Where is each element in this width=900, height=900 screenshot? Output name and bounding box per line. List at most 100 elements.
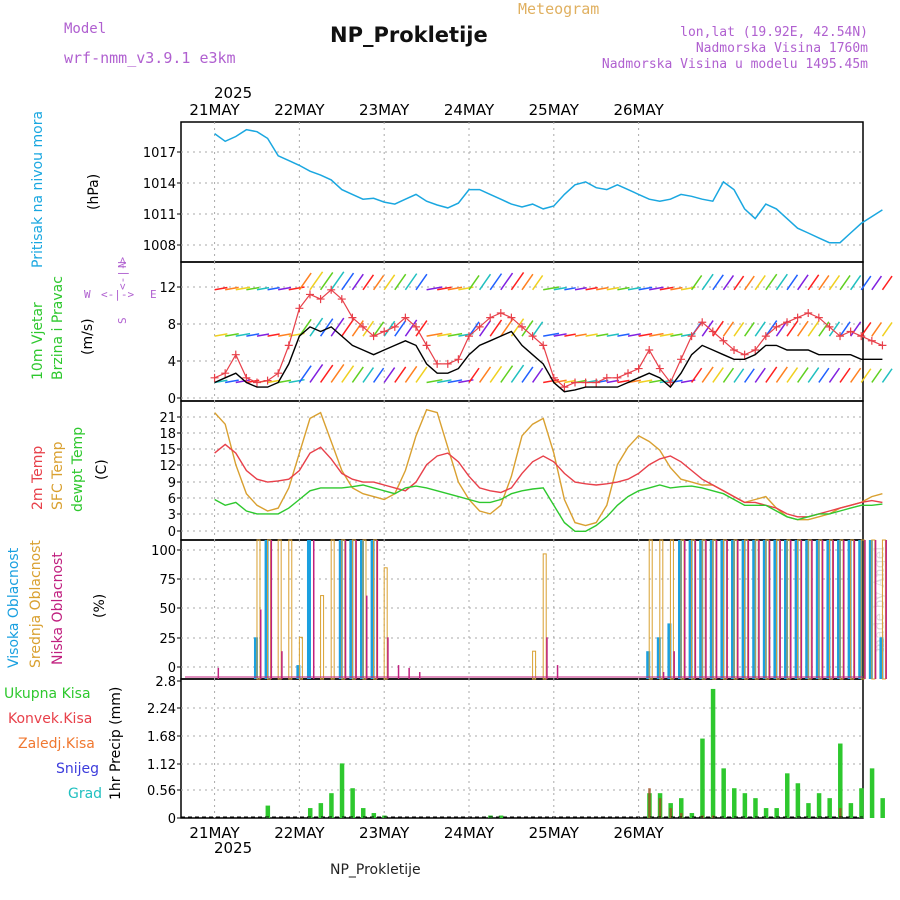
- wind-gust-marker: [464, 332, 473, 341]
- wind-arrow: [722, 275, 735, 291]
- wind-arrow: [701, 366, 714, 383]
- wind-arrow: [627, 286, 641, 291]
- wind-arrow: [807, 367, 820, 383]
- wind-arrow: [860, 275, 872, 291]
- wind-arrow: [278, 379, 292, 384]
- wind-arrow: [404, 273, 418, 291]
- wind-gust-marker: [708, 327, 717, 336]
- compass-w: W: [84, 288, 91, 301]
- day-label-bottom: 21MAY: [189, 824, 240, 842]
- day-label-top: 22MAY: [274, 101, 325, 119]
- wind-arrow: [775, 366, 788, 383]
- wind-arrow: [596, 333, 609, 337]
- precip-total-bar: [318, 803, 324, 818]
- wind-arrow: [468, 275, 480, 291]
- high-cloud-bar: [338, 540, 343, 679]
- high-cloud-bar: [709, 540, 714, 679]
- wind-arrow: [574, 287, 587, 291]
- wind-arrow: [606, 286, 620, 291]
- mid-cloud-bar: [288, 539, 293, 680]
- mid-cloud-bar: [701, 539, 706, 680]
- wind-ytick-label: 12: [159, 281, 176, 296]
- low-cloud-bar: [758, 540, 760, 679]
- wind-gust-marker: [804, 308, 813, 317]
- wind-arrow: [468, 367, 480, 383]
- low-cloud-bar: [747, 540, 750, 679]
- precip-total-bar: [774, 808, 779, 818]
- wind-arrow: [383, 367, 396, 383]
- wind-arrow: [278, 333, 292, 337]
- high-cloud-bar: [773, 540, 778, 679]
- wind-gust-marker: [793, 313, 802, 322]
- wind-gust-marker: [496, 308, 505, 317]
- low-cloud-bar: [694, 540, 697, 679]
- low-cloud-bar: [397, 665, 400, 679]
- precip-total-bar: [880, 798, 885, 818]
- year-label-top: 2025: [214, 84, 253, 102]
- low-cloud-bar: [418, 672, 421, 679]
- wind-gust-marker: [560, 383, 569, 392]
- wind-gust-marker: [475, 322, 484, 331]
- temperature-ytick-label: 0: [168, 525, 176, 540]
- wind-gust-marker: [634, 364, 643, 373]
- high-cloud-bar: [688, 540, 693, 679]
- precip-total-bar: [869, 768, 875, 818]
- precip-total-bar: [859, 788, 864, 818]
- altitude-label: Nadmorska Visina 1760m: [695, 41, 868, 56]
- precip-frame: [180, 678, 864, 819]
- meteogram-label: Meteogram: [518, 0, 600, 18]
- temperature-ytick-label: 3: [168, 508, 176, 523]
- low-cloud-bar: [376, 540, 379, 679]
- wind-gust-marker: [305, 290, 314, 299]
- wind-arrow: [225, 286, 239, 291]
- wind-arrow: [733, 368, 745, 383]
- high-cloud-bar: [349, 540, 354, 679]
- low-cloud-bar: [821, 540, 824, 679]
- wind-arrow: [426, 378, 443, 384]
- wind-arrow: [701, 273, 714, 291]
- wind-arrow: [437, 332, 452, 337]
- wind-arrow: [447, 286, 463, 291]
- wind-arrow: [309, 364, 324, 383]
- high-cloud-bar: [815, 540, 820, 679]
- wind-gust-marker: [698, 318, 707, 327]
- wind-arrow: [437, 379, 452, 384]
- wind-gust-marker: [422, 341, 431, 350]
- model-altitude-label: Nadmorska Visina u modelu 1495.45m: [601, 57, 868, 72]
- mid-cloud-bar: [871, 539, 876, 680]
- wind-arrow: [394, 273, 407, 291]
- high-cloud-bar: [805, 540, 810, 679]
- wind-arrow: [712, 320, 724, 337]
- wind-arrow: [744, 321, 755, 337]
- wind-gust-marker: [401, 313, 410, 322]
- high-cloud-bar: [296, 665, 301, 679]
- wind-arrow: [828, 367, 841, 383]
- wind-arrow: [722, 321, 735, 337]
- wind-arrow: [383, 274, 396, 291]
- wind-arrow: [489, 273, 503, 291]
- mid-cloud-bar: [341, 539, 346, 680]
- wind-gust-marker: [761, 332, 770, 341]
- wind-arrow: [775, 273, 788, 291]
- wind-arrow: [818, 367, 830, 383]
- mid-cloud-bar: [669, 539, 674, 680]
- wind-arrow: [447, 379, 463, 384]
- wind-arrow: [606, 333, 620, 337]
- low-cloud-bar: [684, 540, 686, 679]
- pressure-ytick-label: 1014: [143, 177, 176, 192]
- low-cloud-bar: [662, 672, 665, 679]
- wind-arrow: [225, 333, 239, 337]
- wind-arrow: [638, 286, 653, 291]
- wind-arrow: [214, 333, 228, 337]
- wind-gust-marker: [337, 295, 346, 304]
- wind-gust-marker: [369, 332, 378, 341]
- low-cloud-bar: [705, 540, 707, 679]
- precip-total-bar: [360, 808, 366, 818]
- wind-arrow: [553, 379, 567, 384]
- wind-arrow: [256, 333, 270, 337]
- wind-arrow: [881, 321, 893, 337]
- wind-arrow: [818, 275, 830, 291]
- low-cloud-bar: [779, 540, 781, 679]
- wind-gust-marker: [433, 359, 442, 368]
- wind-arrow: [341, 272, 355, 291]
